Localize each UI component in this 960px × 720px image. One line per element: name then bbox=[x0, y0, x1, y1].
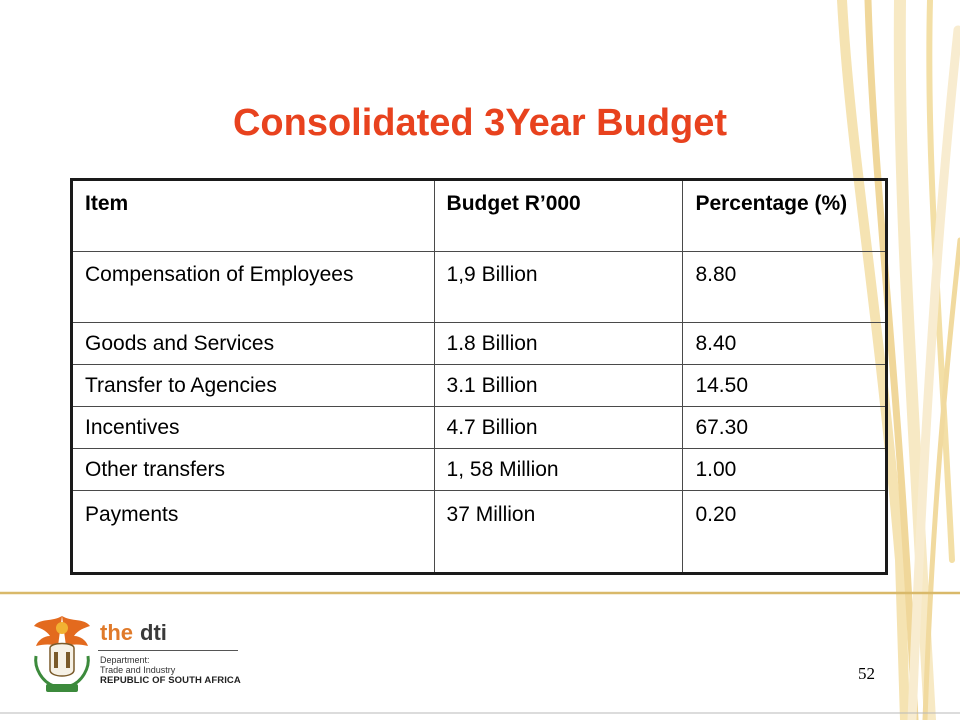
header-percentage: Percentage (%) bbox=[682, 179, 887, 252]
cell-item: Transfer to Agencies bbox=[71, 364, 435, 407]
cell-item: Incentives bbox=[71, 406, 435, 449]
table-row: Goods and Services 1.8 Billion 8.40 bbox=[71, 322, 887, 365]
cell-percentage: 0.20 bbox=[682, 490, 887, 574]
cell-budget: 37 Million bbox=[433, 490, 684, 574]
slide-title: Consolidated 3Year Budget bbox=[232, 102, 728, 144]
cell-budget: 3.1 Billion bbox=[433, 364, 684, 407]
header-item: Item bbox=[71, 179, 435, 252]
country-name: REPUBLIC OF SOUTH AFRICA bbox=[100, 675, 241, 686]
logo-divider bbox=[98, 650, 238, 651]
cell-item: Goods and Services bbox=[71, 322, 435, 365]
table-row: Incentives 4.7 Billion 67.30 bbox=[71, 406, 887, 449]
dti-logo: the dti Department: Trade and Industry R… bbox=[30, 612, 250, 696]
table-header-row: Item Budget R’000 Percentage (%) bbox=[71, 179, 887, 252]
cell-percentage: 8.80 bbox=[682, 251, 887, 323]
cell-budget: 1.8 Billion bbox=[433, 322, 684, 365]
cell-budget: 1, 58 Million bbox=[433, 448, 684, 491]
table-row: Payments 37 Million 0.20 bbox=[71, 490, 887, 574]
header-budget: Budget R’000 bbox=[433, 179, 684, 252]
cell-percentage: 1.00 bbox=[682, 448, 887, 491]
cell-item: Other transfers bbox=[71, 448, 435, 491]
table-row: Compensation of Employees 1,9 Billion 8.… bbox=[71, 251, 887, 323]
department-name: Trade and Industry bbox=[100, 665, 176, 675]
cell-item: Compensation of Employees bbox=[71, 251, 435, 323]
cell-percentage: 8.40 bbox=[682, 322, 887, 365]
table-row: Other transfers 1, 58 Million 1.00 bbox=[71, 448, 887, 491]
brand-prefix: the bbox=[100, 620, 133, 645]
brand-name: dti bbox=[140, 620, 167, 645]
budget-table: Item Budget R’000 Percentage (%) Compens… bbox=[70, 178, 888, 575]
coat-of-arms-icon bbox=[34, 616, 90, 692]
cell-percentage: 67.30 bbox=[682, 406, 887, 449]
cell-budget: 1,9 Billion bbox=[433, 251, 684, 323]
table-row: Transfer to Agencies 3.1 Billion 14.50 bbox=[71, 364, 887, 407]
slide-number: 52 bbox=[858, 664, 875, 683]
cell-percentage: 14.50 bbox=[682, 364, 887, 407]
cell-budget: 4.7 Billion bbox=[433, 406, 684, 449]
cell-item: Payments bbox=[71, 490, 435, 574]
department-label: Department: bbox=[100, 655, 150, 665]
